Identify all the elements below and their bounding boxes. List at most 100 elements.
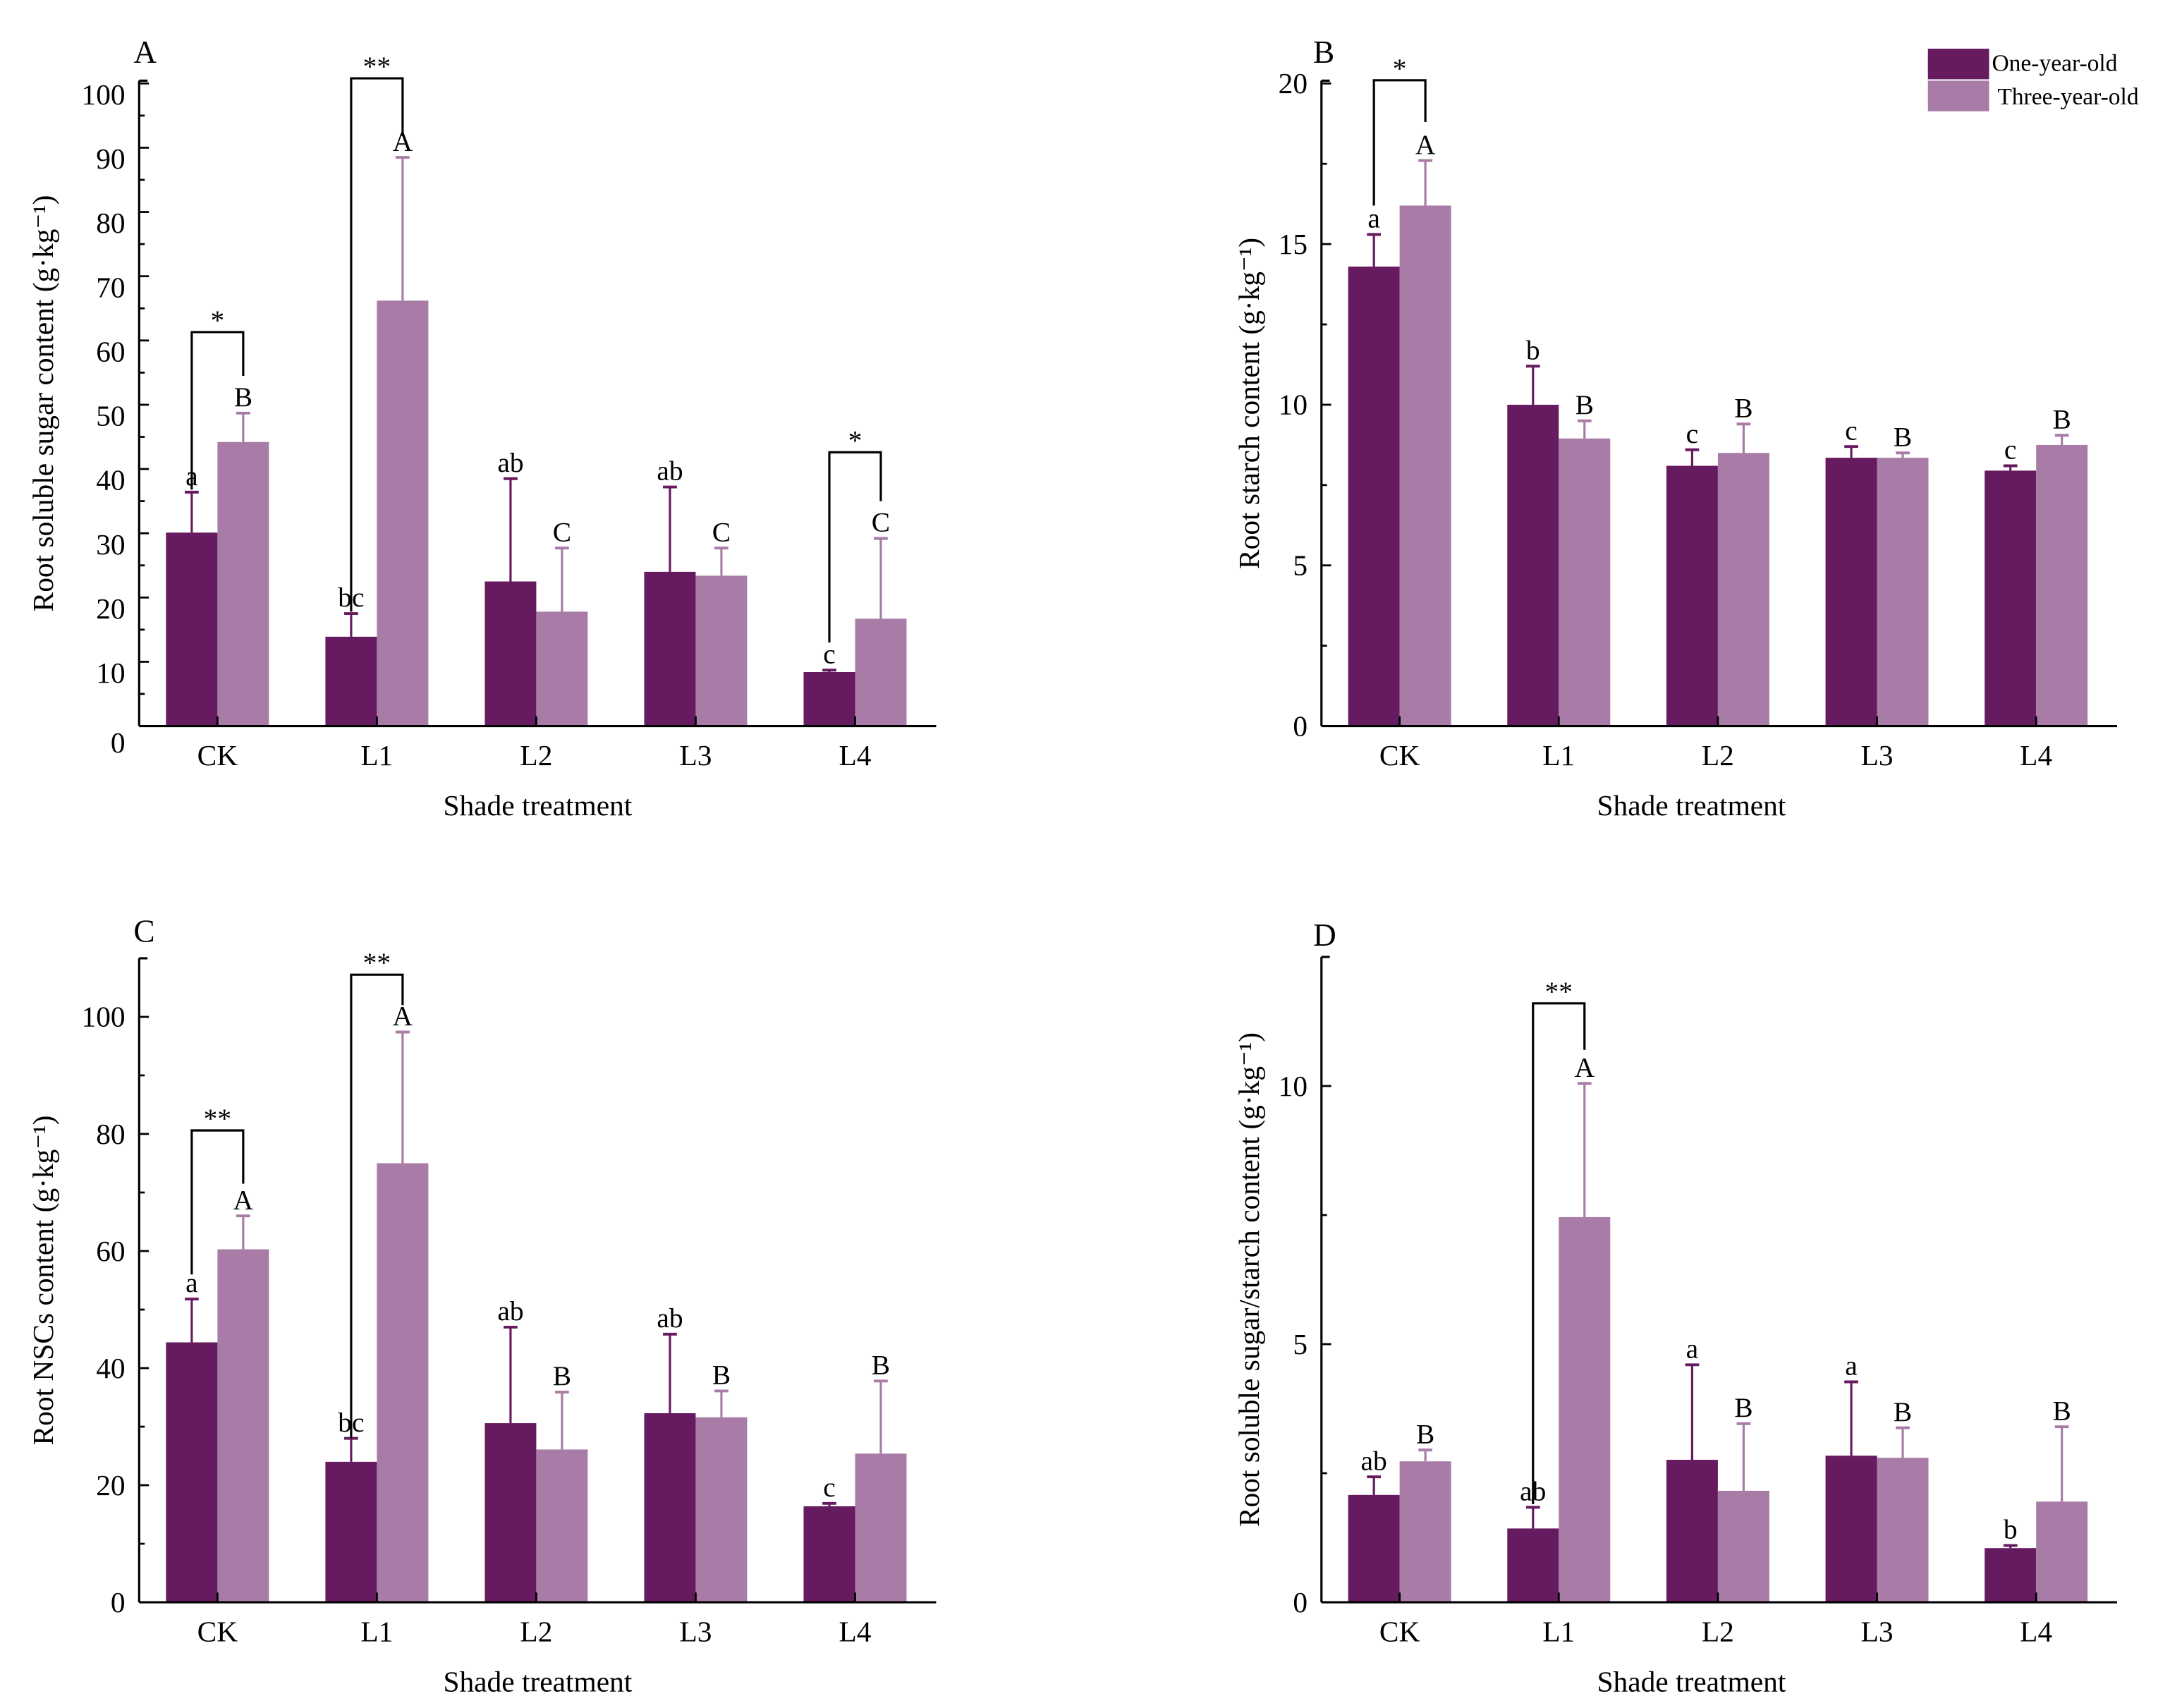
bar-one-year-L2 — [1666, 465, 1718, 726]
y-tick-label: 100 — [81, 1001, 125, 1033]
x-tick-label-L3: L3 — [1861, 1615, 1894, 1647]
bar-three-year-CK — [217, 441, 269, 726]
bar-three-year-L4 — [855, 618, 907, 726]
bar-three-year-L1 — [1559, 438, 1611, 726]
x-tick-label-L4: L4 — [2020, 739, 2052, 771]
bar-three-year-CK — [1399, 205, 1451, 726]
significance-bracket — [828, 451, 882, 643]
bar-one-year-CK — [1348, 267, 1400, 726]
bar-three-year-CK — [217, 1249, 269, 1603]
y-axis-title: Root starch content (g·kg⁻¹) — [1233, 238, 1266, 569]
significance-letter: b — [2004, 1514, 2018, 1545]
x-tick-label-CK: CK — [1379, 1615, 1420, 1647]
bar-one-year-L1 — [1507, 404, 1559, 726]
significance-letter: c — [823, 638, 836, 669]
bar-three-year-L2 — [536, 611, 588, 726]
y-tick-label: 10 — [96, 657, 125, 689]
x-tick-label-L1: L1 — [360, 1615, 393, 1647]
legend-swatch-one-year — [1927, 49, 1989, 80]
bar-one-year-L1 — [325, 1461, 377, 1603]
significance-letter: B — [2052, 1395, 2071, 1426]
significance-letter: c — [1686, 418, 1699, 449]
significance-stars: * — [848, 425, 862, 456]
bar-three-year-L2 — [1717, 453, 1769, 726]
x-tick-label-L2: L2 — [1702, 1615, 1734, 1647]
y-tick-label: 100 — [81, 78, 125, 111]
bar-one-year-L2 — [1666, 1460, 1718, 1603]
legend-swatch-three-year — [1927, 80, 1989, 111]
y-tick-label: 80 — [96, 1118, 125, 1150]
y-tick-label: 0 — [1293, 709, 1308, 742]
x-axis-title: Shade treatment — [443, 789, 632, 822]
bar-one-year-L1 — [1507, 1528, 1559, 1603]
bar-three-year-CK — [1399, 1461, 1451, 1603]
significance-letter: B — [234, 382, 252, 413]
significance-letter: B — [1416, 1418, 1434, 1449]
y-tick-label: 30 — [96, 528, 125, 561]
bar-one-year-L3 — [1825, 1456, 1877, 1603]
significance-stars: ** — [1545, 976, 1573, 1007]
y-axis-title: Root soluble sugar/starch content (g·kg⁻… — [1233, 1032, 1266, 1527]
significance-bracket — [350, 77, 404, 612]
bar-three-year-L4 — [2036, 1501, 2088, 1603]
significance-letter: B — [1734, 1392, 1753, 1423]
significance-letter: B — [553, 1360, 571, 1391]
x-tick-label-L1: L1 — [1542, 1615, 1575, 1647]
y-tick-label: 0 — [111, 726, 126, 759]
significance-letter: C — [872, 507, 890, 538]
significance-letter: B — [1575, 389, 1594, 420]
panel-letter: C — [133, 913, 154, 948]
y-tick-label: 0 — [1293, 1586, 1308, 1618]
significance-letter: B — [1734, 392, 1753, 423]
bar-one-year-L1 — [325, 636, 377, 726]
bar-one-year-L4 — [803, 1506, 855, 1603]
x-tick-label-CK: CK — [197, 1615, 238, 1647]
y-tick-label: 60 — [96, 335, 125, 367]
significance-letter: ab — [657, 1303, 683, 1334]
y-tick-label: 5 — [1293, 549, 1308, 582]
bar-one-year-L3 — [1825, 458, 1877, 726]
significance-letter: B — [872, 1349, 890, 1380]
significance-letter: c — [823, 1472, 836, 1503]
panel-letter: A — [133, 35, 157, 70]
significance-letter: A — [1575, 1051, 1595, 1082]
significance-stars: * — [1393, 53, 1407, 84]
y-tick-label: 60 — [96, 1235, 125, 1267]
significance-letter: ab — [497, 447, 523, 478]
bar-three-year-L1 — [1559, 1216, 1611, 1603]
legend-label-three-year: Three-year-old — [1997, 84, 2139, 110]
bar-one-year-CK — [166, 532, 218, 726]
bar-one-year-L3 — [644, 571, 696, 726]
y-axis-title: Root NSCs content (g·kg⁻¹) — [27, 1116, 60, 1446]
significance-letter: a — [1367, 203, 1380, 234]
bar-one-year-L4 — [803, 672, 855, 726]
y-tick-label: 40 — [96, 1352, 125, 1384]
significance-letter: A — [1415, 129, 1436, 160]
y-tick-label: 10 — [1279, 1070, 1308, 1102]
x-tick-label-L3: L3 — [679, 1615, 712, 1647]
bar-three-year-L4 — [855, 1453, 907, 1603]
bar-three-year-L2 — [536, 1449, 588, 1603]
bar-one-year-L4 — [1985, 470, 2037, 726]
significance-letter: C — [553, 516, 571, 547]
panel-letter: D — [1313, 917, 1336, 953]
significance-bracket — [190, 331, 245, 490]
y-axis-title: Root soluble sugar content (g·kg⁻¹) — [27, 195, 60, 612]
significance-letter: b — [1526, 334, 1540, 365]
y-tick-label: 50 — [96, 400, 125, 432]
bar-three-year-L4 — [2036, 444, 2088, 726]
bar-one-year-CK — [166, 1342, 218, 1603]
significance-letter: B — [712, 1360, 731, 1391]
x-axis-title: Shade treatment — [1597, 789, 1786, 822]
y-tick-label: 90 — [96, 142, 125, 175]
panel-letter: B — [1313, 35, 1334, 70]
significance-stars: ** — [363, 947, 391, 978]
significance-bracket — [350, 973, 404, 1439]
bar-one-year-L4 — [1985, 1548, 2037, 1603]
significance-stars: ** — [204, 1103, 231, 1134]
y-tick-label: 70 — [96, 271, 125, 303]
bar-one-year-L2 — [484, 581, 537, 726]
